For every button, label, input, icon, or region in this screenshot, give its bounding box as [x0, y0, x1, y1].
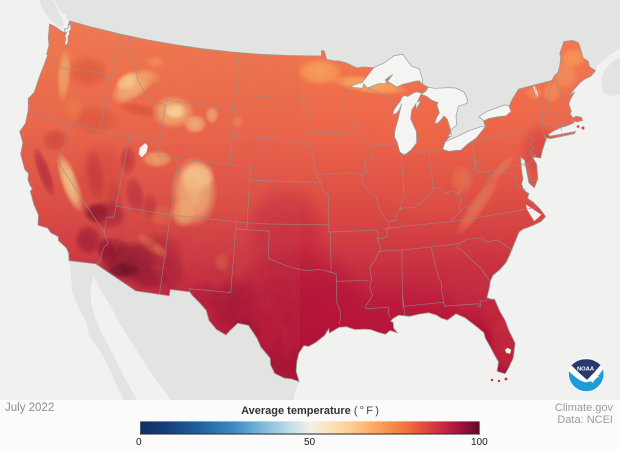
svg-text:NOAA: NOAA — [577, 366, 595, 372]
